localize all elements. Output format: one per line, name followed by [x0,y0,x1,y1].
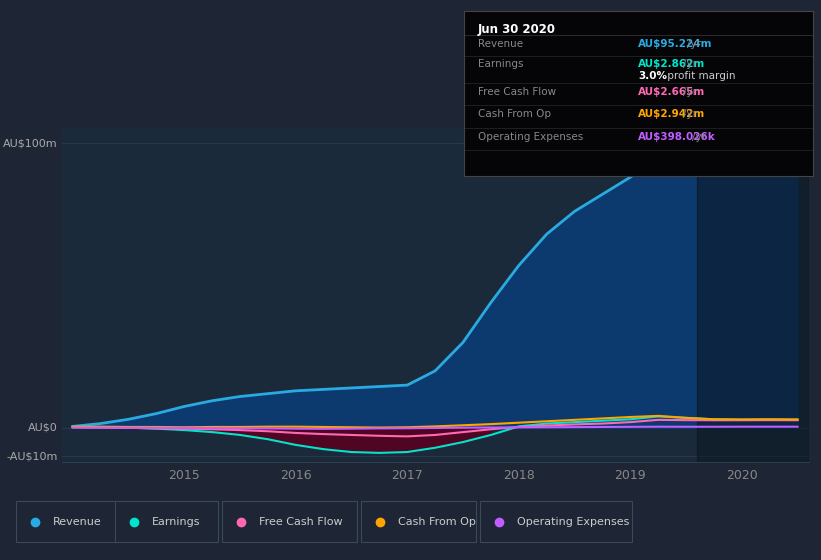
FancyBboxPatch shape [16,501,119,542]
Text: Cash From Op: Cash From Op [398,517,476,527]
FancyBboxPatch shape [222,501,357,542]
Text: AU$2.862m: AU$2.862m [639,59,705,69]
Bar [697,129,809,462]
FancyBboxPatch shape [115,501,218,542]
Text: Earnings: Earnings [478,59,523,69]
Text: Free Cash Flow: Free Cash Flow [478,87,556,97]
Text: /yr: /yr [687,39,701,49]
Text: Operating Expenses: Operating Expenses [517,517,630,527]
FancyBboxPatch shape [480,501,632,542]
Text: /yr: /yr [692,132,706,142]
Text: Revenue: Revenue [478,39,523,49]
Text: Earnings: Earnings [152,517,200,527]
Text: -AU$10m: -AU$10m [7,451,57,461]
Text: /yr: /yr [682,59,697,69]
Text: /yr: /yr [682,87,697,97]
Text: Jun 30 2020: Jun 30 2020 [478,23,556,36]
Text: Cash From Op: Cash From Op [478,109,551,119]
Text: AU$100m: AU$100m [3,138,57,148]
Text: AU$398.026k: AU$398.026k [639,132,716,142]
Text: Revenue: Revenue [53,517,102,527]
FancyBboxPatch shape [361,501,476,542]
Text: Free Cash Flow: Free Cash Flow [259,517,342,527]
Text: AU$2.665m: AU$2.665m [639,87,705,97]
Text: 3.0%: 3.0% [639,72,667,81]
Text: Operating Expenses: Operating Expenses [478,132,583,142]
Text: profit margin: profit margin [664,72,736,81]
Text: AU$95.224m: AU$95.224m [639,39,713,49]
Text: AU$2.942m: AU$2.942m [639,109,705,119]
Text: AU$0: AU$0 [28,423,57,433]
Text: /yr: /yr [682,109,697,119]
